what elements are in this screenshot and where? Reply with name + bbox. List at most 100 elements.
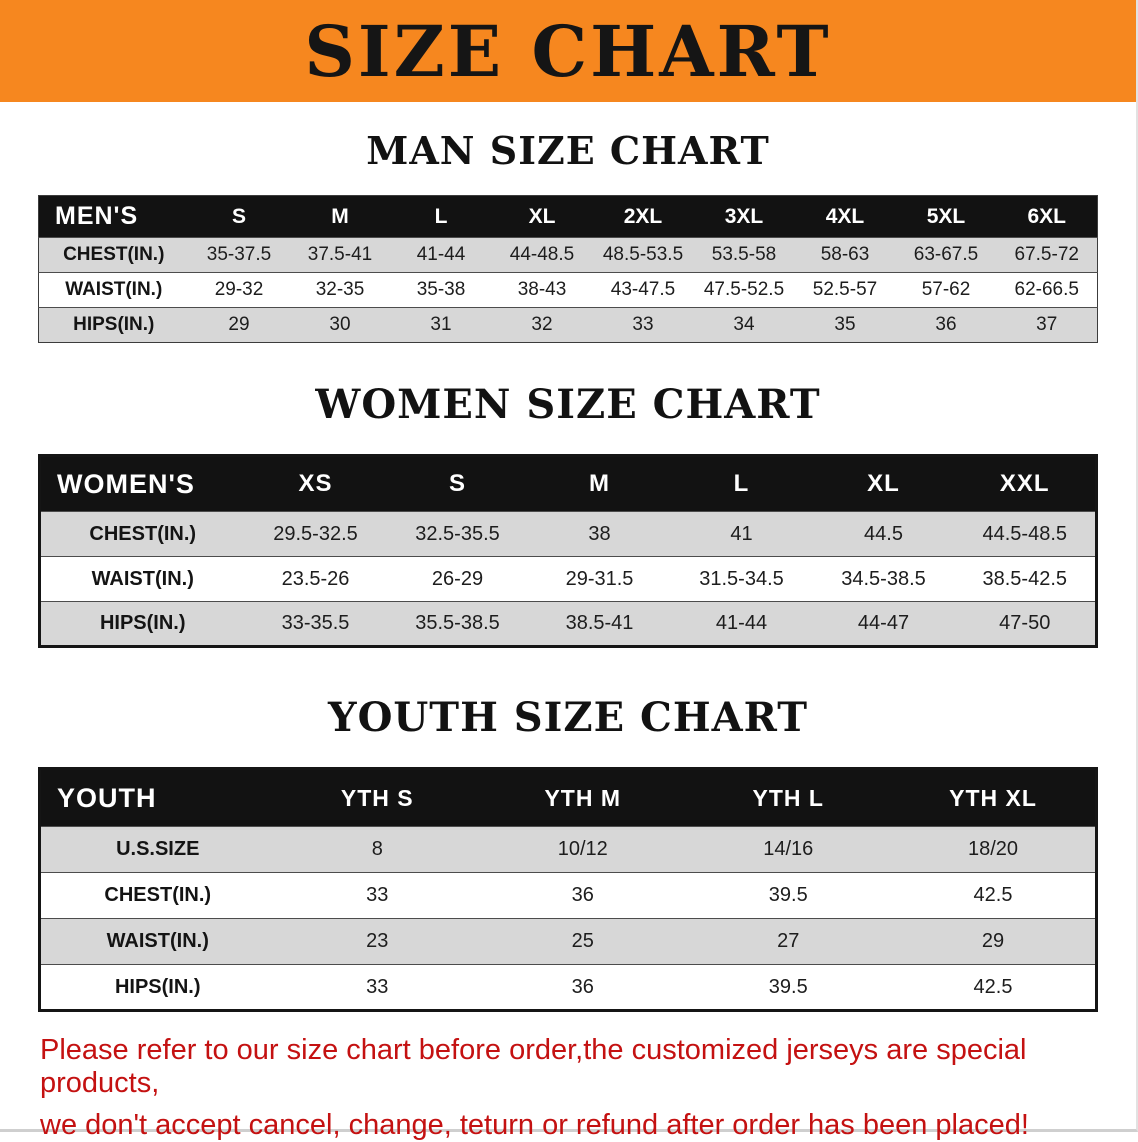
row-label: U.S.SIZE xyxy=(116,838,200,860)
size-header-xs: XS xyxy=(244,455,387,512)
size-header-2xl: 2XL xyxy=(592,195,694,238)
banner: SIZE CHART xyxy=(0,0,1136,102)
disclaimer: Please refer to our size chart before or… xyxy=(40,1034,1136,1142)
table-corner-label: WOMEN'S xyxy=(39,455,245,512)
size-value: 31 xyxy=(430,314,452,335)
size-value: 47-50 xyxy=(999,612,1051,634)
table-corner-label: MEN'S xyxy=(38,195,189,238)
table-row-chest-in: CHEST(IN.) 33 36 39.5 42.5 xyxy=(39,872,1097,919)
size-header-s: S xyxy=(188,195,290,238)
women-section-heading: WOMEN SIZE CHART xyxy=(315,381,821,428)
size-value: 31.5-34.5 xyxy=(699,567,784,590)
men-size-table: MEN'S S M L XL 2XL 3XL 4XL 5XL 6XL CHEST(IN.) 35-37… xyxy=(38,195,1098,343)
women-section: WOMEN SIZE CHART WOMEN'S XS S M L XL XXL CHEST(… xyxy=(0,381,1136,648)
size-value: 52.5-57 xyxy=(812,279,878,300)
size-value: 44-47 xyxy=(857,612,910,634)
size-value: 32-35 xyxy=(315,279,365,300)
size-value: 36 xyxy=(571,884,594,906)
disclaimer-line-2: we don't accept cancel, change, teturn o… xyxy=(40,1108,1029,1141)
table-row-waist-in: WAIST(IN.) 23.5-26 26-29 29-31.5 31.5-34.5 34… xyxy=(39,556,1097,602)
size-value: 67.5-72 xyxy=(1014,244,1079,265)
size-value: 44-48.5 xyxy=(509,244,575,265)
row-label: HIPS(IN.) xyxy=(73,314,155,335)
size-value: 57-62 xyxy=(921,279,971,300)
size-value: 26-29 xyxy=(431,567,484,590)
size-value: 38.5-42.5 xyxy=(982,567,1067,590)
size-value: 37.5-41 xyxy=(307,244,373,265)
size-value: 39.5 xyxy=(768,975,808,998)
size-value: 14/16 xyxy=(763,838,814,860)
size-header-m: M xyxy=(289,195,391,238)
size-header-6xl: 6XL xyxy=(996,195,1098,238)
size-header-4xl: 4XL xyxy=(794,195,896,238)
size-value: 48.5-53.5 xyxy=(602,244,684,265)
table-row-hips-in: HIPS(IN.) 29 30 31 32 33 34 35 36 37 xyxy=(38,307,1098,343)
size-value: 33 xyxy=(632,314,654,335)
size-value: 42.5 xyxy=(973,884,1013,906)
size-value: 29-31.5 xyxy=(565,567,634,590)
table-row-hips-in: HIPS(IN.) 33-35.5 35.5-38.5 38.5-41 41-44 44-… xyxy=(39,601,1097,647)
size-header-yth-m: YTH M xyxy=(480,768,686,827)
size-value: 58-63 xyxy=(820,244,870,265)
size-value: 23 xyxy=(366,930,389,952)
size-value: 41 xyxy=(730,522,753,545)
size-value: 36 xyxy=(571,975,594,998)
table-row-chest-in: CHEST(IN.) 29.5-32.5 32.5-35.5 38 41 44.5 44.5… xyxy=(39,511,1097,557)
size-header-xl: XL xyxy=(491,195,593,238)
size-header-yth-s: YTH S xyxy=(274,768,480,827)
row-label: CHEST(IN.) xyxy=(63,244,165,265)
row-label: HIPS(IN.) xyxy=(99,612,186,634)
size-value: 41-44 xyxy=(715,612,768,634)
table-row-waist-in: WAIST(IN.) 23 25 27 29 xyxy=(39,918,1097,965)
size-value: 23.5-26 xyxy=(281,567,350,590)
size-value: 38-43 xyxy=(517,279,567,300)
disclaimer-line-1: Please refer to our size chart before or… xyxy=(40,1034,1027,1100)
row-label: WAIST(IN.) xyxy=(106,930,209,952)
men-section-heading: MAN SIZE CHART xyxy=(366,128,770,173)
size-value: 35-37.5 xyxy=(206,244,272,265)
size-header-l: L xyxy=(390,195,492,238)
size-value: 35-38 xyxy=(416,279,466,300)
table-row-waist-in: WAIST(IN.) 29-32 32-35 35-38 38-43 43-47.5 47.… xyxy=(38,272,1098,308)
size-value: 63-67.5 xyxy=(913,244,979,265)
size-value: 34 xyxy=(733,314,755,335)
size-value: 62-66.5 xyxy=(1014,279,1079,300)
size-value: 34.5-38.5 xyxy=(841,567,926,590)
youth-section-heading: YOUTH SIZE CHART xyxy=(328,694,808,741)
size-value: 18/20 xyxy=(967,838,1019,860)
table-row-hips-in: HIPS(IN.) 33 36 39.5 42.5 xyxy=(39,964,1097,1011)
size-value: 38 xyxy=(588,522,611,545)
size-header-5xl: 5XL xyxy=(895,195,997,238)
row-label: CHEST(IN.) xyxy=(89,522,197,545)
size-value: 44.5 xyxy=(864,522,903,545)
page-title: SIZE CHART xyxy=(304,9,832,93)
size-value: 37 xyxy=(1036,314,1058,335)
size-header-xxl: XXL xyxy=(954,455,1097,512)
size-value: 27 xyxy=(777,930,800,952)
size-value: 39.5 xyxy=(768,884,808,906)
size-value: 32.5-35.5 xyxy=(415,522,500,545)
men-section: MAN SIZE CHART MEN'S S M L XL 2XL 3XL 4XL 5XL 6XL… xyxy=(0,128,1136,343)
table-corner-label: YOUTH xyxy=(39,768,275,827)
youth-size-table: YOUTH YTH S YTH M YTH L YTH XL U.S.SIZE 8 10/12… xyxy=(38,767,1098,1012)
size-header-s: S xyxy=(386,455,529,512)
size-value: 36 xyxy=(935,314,957,335)
size-value: 29 xyxy=(981,930,1005,952)
size-value: 35.5-38.5 xyxy=(415,612,500,634)
size-header-m: M xyxy=(528,455,671,512)
table-row-u-s-size: U.S.SIZE 8 10/12 14/16 18/20 xyxy=(39,826,1097,873)
size-header-yth-l: YTH L xyxy=(685,768,891,827)
size-value: 44.5-48.5 xyxy=(982,522,1067,545)
youth-section: YOUTH SIZE CHART YOUTH YTH S YTH M YTH L YTH… xyxy=(0,694,1136,1012)
size-value: 33 xyxy=(366,884,389,906)
row-label: WAIST(IN.) xyxy=(91,567,194,590)
size-value: 43-47.5 xyxy=(610,279,676,300)
size-value: 29-32 xyxy=(214,279,264,300)
size-header-yth-xl: YTH XL xyxy=(891,768,1097,827)
size-value: 30 xyxy=(329,314,351,335)
row-label: HIPS(IN.) xyxy=(114,975,201,998)
size-value: 29 xyxy=(228,314,250,335)
size-value: 33-35.5 xyxy=(281,612,350,634)
size-value: 35 xyxy=(834,314,856,335)
size-value: 32 xyxy=(531,314,553,335)
